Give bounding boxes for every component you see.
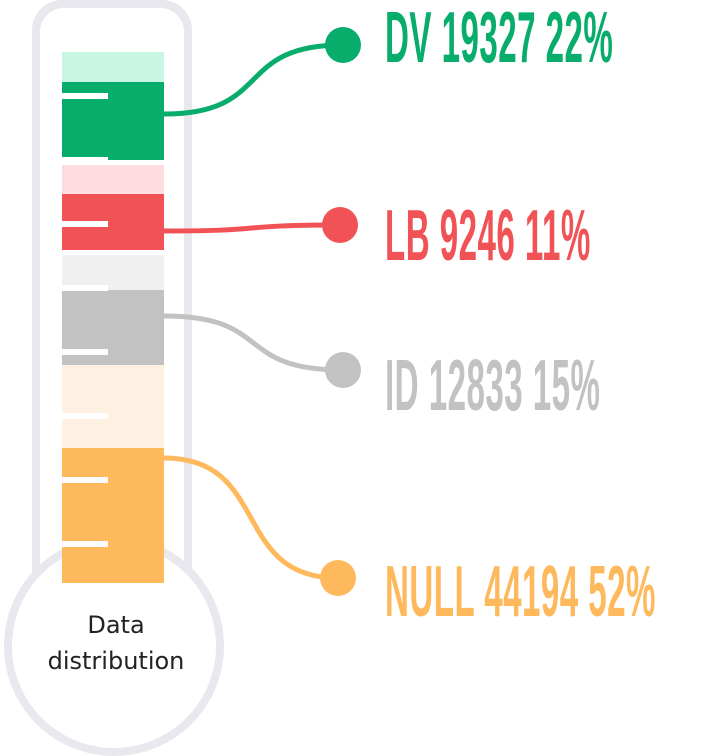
tick-mark-7	[46, 477, 108, 483]
connector-dot-null	[320, 560, 356, 596]
category-label-null: NULL 44194 52%	[385, 552, 656, 632]
tick-mark-4	[46, 285, 108, 291]
connector-dot-lb	[322, 207, 358, 243]
connector-lb	[161, 222, 343, 234]
bulb-label-line1: Data	[87, 611, 145, 639]
tick-mark-3	[46, 221, 108, 227]
connector-dot-dv	[325, 27, 361, 63]
segment-lb-light	[62, 165, 164, 194]
bulb-inner	[12, 544, 216, 748]
tick-mark-1	[46, 93, 108, 99]
tick-mark-5	[46, 349, 108, 355]
segment-group	[62, 52, 164, 583]
tick-mark-6	[46, 413, 108, 419]
connector-id	[161, 313, 346, 373]
connector-group	[161, 27, 361, 596]
tick-mark-8	[46, 541, 108, 547]
connector-dv	[161, 42, 346, 117]
connector-dot-id	[325, 352, 361, 388]
tick-group	[46, 93, 108, 547]
category-label-lb: LB 9246 11%	[385, 196, 591, 276]
segment-null	[62, 448, 164, 583]
category-label-id: ID 12833 15%	[385, 346, 601, 426]
connector-null	[161, 455, 341, 581]
tick-mark-2	[46, 157, 108, 163]
category-label-dv: DV 19327 22%	[385, 0, 614, 78]
segment-dv-light	[62, 52, 164, 82]
bulb-label-line2: distribution	[47, 647, 185, 675]
segment-null-light	[62, 365, 164, 448]
segment-id-light	[62, 255, 164, 290]
